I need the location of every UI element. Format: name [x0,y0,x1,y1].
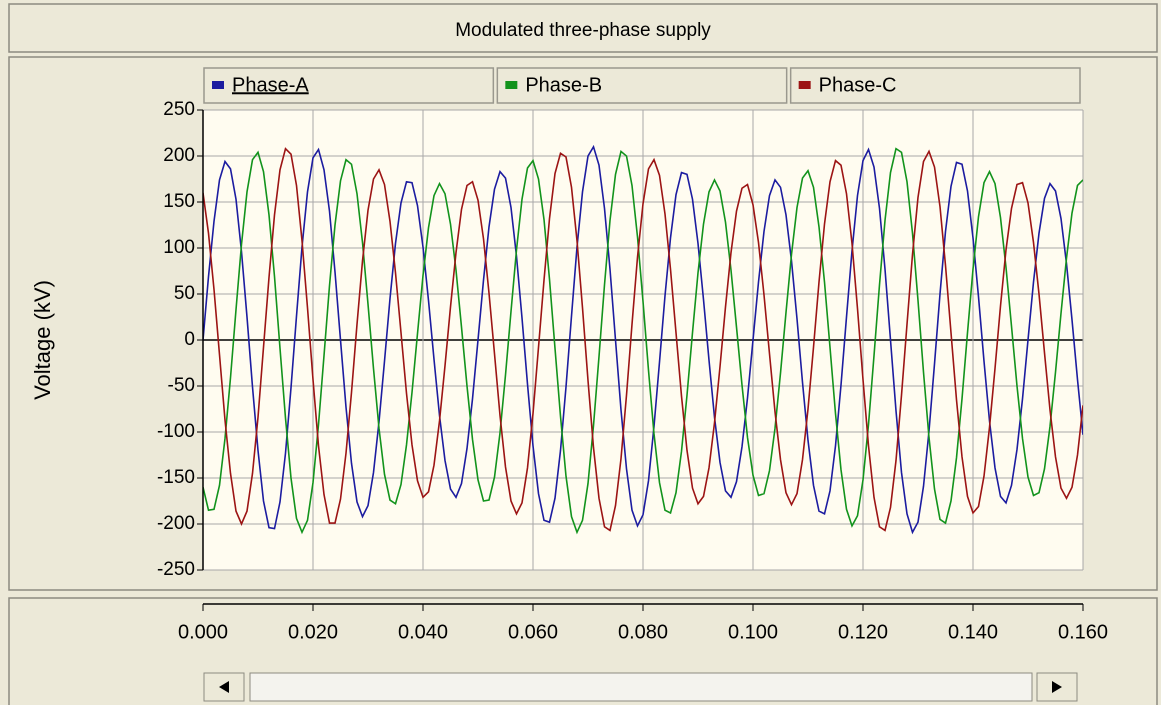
title-bar [8,3,1158,53]
legend-box [789,67,1081,104]
x-tick-label: 0.140 [948,621,998,643]
x-tick-label: 0.100 [728,621,778,643]
x-tick-label: 0.040 [398,621,448,643]
scroll-left-arrow [219,681,229,693]
x-tick-label: 0.160 [1058,621,1108,643]
scroll-right-arrow [1052,681,1062,693]
legend-swatch [798,81,811,89]
y-tick-label: 0 [184,329,195,350]
y-tick-label: 100 [163,237,195,258]
y-tick-label: 250 [163,99,195,120]
legend-swatch [505,81,518,89]
series-line [203,147,1083,532]
legend-box [203,67,495,104]
scroll-thumb[interactable] [249,672,1033,702]
lines [203,144,1083,535]
y-tick-label: -200 [157,513,195,534]
x-tick-label: 0.120 [838,621,888,643]
legend-swatch [212,81,224,89]
legend-label: Phase-A [232,74,309,96]
x-tick-label: 0.020 [288,621,338,643]
x-tick-label: 0.000 [178,621,228,643]
y-tick-label: 50 [174,283,195,304]
y-axis-label: Voltage (kV) [30,280,55,400]
legend-label: Phase-C [819,74,897,96]
series-line [203,144,1083,535]
legend-label: Phase-B [525,74,602,96]
axes: -250 -200 -150 -100 -50 0 50 100 150 200 250 0.000 0… [157,99,1108,643]
y-tick-label: 150 [163,191,195,212]
y-tick-label: -250 [157,559,195,580]
x-tick-label: 0.080 [618,621,668,643]
chart-title: Modulated three-phase supply [455,20,711,41]
x-tick-label: 0.060 [508,621,558,643]
series-line [203,147,1083,535]
y-tick-label: -150 [157,467,195,488]
y-tick-label: -50 [168,375,195,396]
y-tick-label: 200 [163,145,195,166]
legend: Phase-A Phase-B Phase-C [203,67,1081,104]
y-tick-label: -100 [157,421,195,442]
legend-box [496,67,788,104]
